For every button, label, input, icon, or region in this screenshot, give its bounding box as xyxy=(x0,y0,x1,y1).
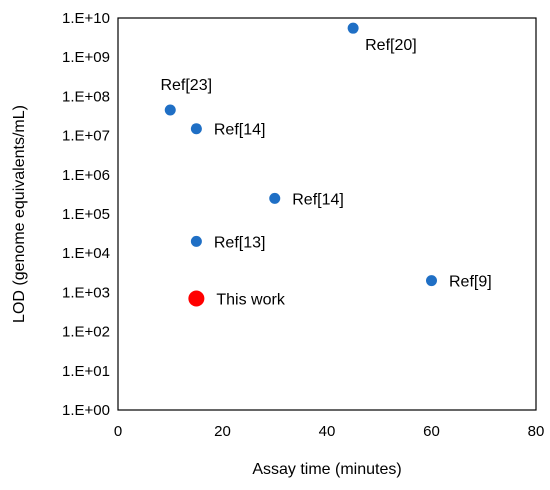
highlight-point xyxy=(188,290,205,307)
y-tick-label: 1.E+08 xyxy=(62,88,110,105)
x-tick-label: 40 xyxy=(319,423,336,440)
y-tick-label: 1.E+00 xyxy=(62,402,110,419)
y-tick-label: 1.E+02 xyxy=(62,324,110,341)
y-tick-label: 1.E+07 xyxy=(62,128,110,145)
x-tick-label: 0 xyxy=(114,423,122,440)
data-point xyxy=(269,192,281,204)
point-label: Ref[13] xyxy=(214,234,266,251)
point-label: Ref[14] xyxy=(292,191,344,208)
x-tick-label: 20 xyxy=(214,423,231,440)
data-point xyxy=(190,235,202,247)
x-axis-title: Assay time (minutes) xyxy=(252,461,401,478)
y-tick-label: 1.E+01 xyxy=(62,363,110,380)
data-point xyxy=(426,275,437,287)
y-tick-label: 1.E+06 xyxy=(62,167,110,184)
x-tick-label: 80 xyxy=(528,423,545,440)
data-point xyxy=(190,123,202,135)
x-tick-label: 60 xyxy=(423,423,440,440)
point-label: Ref[14] xyxy=(214,122,266,139)
point-label: Ref[9] xyxy=(449,274,492,291)
y-tick-label: 1.E+10 xyxy=(62,10,110,27)
point-label: This work xyxy=(216,291,285,308)
y-tick-label: 1.E+03 xyxy=(62,284,110,301)
point-label: Ref[23] xyxy=(160,77,212,94)
data-point xyxy=(347,22,359,34)
y-tick-label: 1.E+05 xyxy=(62,206,110,223)
y-tick-label: 1.E+09 xyxy=(62,49,110,66)
point-label: Ref[20] xyxy=(365,37,417,54)
y-axis-title: LOD (genome equivalents/mL) xyxy=(11,105,28,323)
y-tick-label: 1.E+04 xyxy=(62,245,110,262)
x-axis: 0 20 40 60 80 xyxy=(114,423,545,440)
data-point xyxy=(164,104,176,116)
plot-area xyxy=(117,17,537,411)
data-points: Ref[23] Ref[14] Ref[20] Ref[14] Ref[13] Ref[9… xyxy=(160,22,492,308)
y-axis: 1.E+00 1.E+01 1.E+02 1.E+03 1.E+04 1.E+05 1.E+… xyxy=(62,10,110,419)
